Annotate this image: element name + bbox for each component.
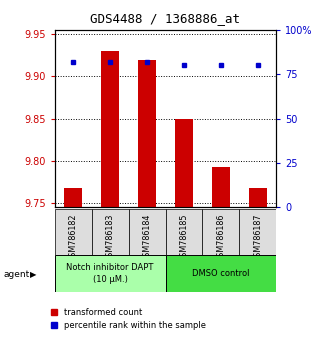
Bar	[203, 209, 239, 255]
Text: GSM786184: GSM786184	[143, 213, 152, 262]
Bar	[55, 255, 166, 292]
Bar	[64, 188, 82, 207]
Text: DMSO control: DMSO control	[192, 269, 250, 278]
Bar	[55, 209, 92, 255]
Text: GSM786183: GSM786183	[106, 213, 115, 262]
Text: GSM786187: GSM786187	[254, 213, 262, 262]
Bar	[166, 209, 203, 255]
Bar	[212, 167, 230, 207]
Bar	[239, 209, 276, 255]
Legend: transformed count, percentile rank within the sample: transformed count, percentile rank withi…	[47, 305, 209, 333]
Bar	[175, 119, 193, 207]
Text: ▶: ▶	[30, 270, 36, 279]
Bar	[101, 51, 119, 207]
Text: GSM786186: GSM786186	[216, 213, 225, 262]
Bar	[92, 209, 128, 255]
Text: Notch inhibitor DAPT
(10 μM.): Notch inhibitor DAPT (10 μM.)	[67, 263, 154, 284]
Bar	[138, 59, 156, 207]
Text: GDS4488 / 1368886_at: GDS4488 / 1368886_at	[90, 12, 241, 25]
Text: agent: agent	[3, 270, 29, 279]
Bar	[128, 209, 166, 255]
Text: GSM786182: GSM786182	[69, 213, 77, 262]
Bar	[249, 188, 267, 207]
Text: GSM786185: GSM786185	[179, 213, 188, 262]
Bar	[166, 255, 276, 292]
